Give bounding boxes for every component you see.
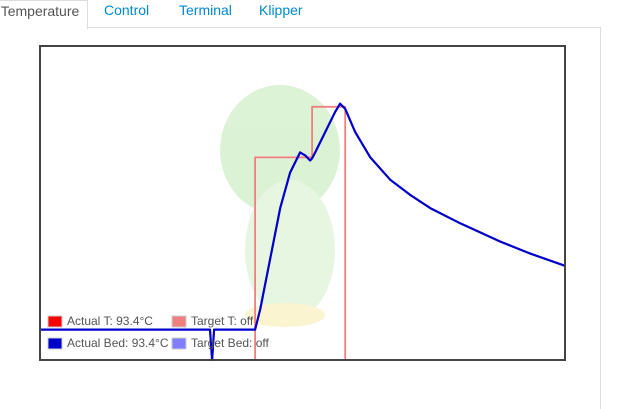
watermark — [220, 85, 340, 327]
legend-swatch — [47, 337, 63, 350]
legend-label: Actual Bed: 93.4°C — [67, 336, 169, 350]
panel-border — [600, 27, 601, 409]
tab[interactable]: Temperature — [0, 0, 88, 29]
legend-label: Actual T: 93.4°C — [67, 314, 153, 328]
series-line — [40, 102, 566, 362]
tab[interactable]: Klipper — [259, 2, 303, 18]
tab-border — [87, 27, 600, 28]
legend-label: Target Bed: off — [191, 336, 269, 350]
tab[interactable]: Terminal — [179, 2, 232, 18]
plot-border — [39, 45, 566, 361]
legend-swatch — [171, 315, 187, 328]
legend-swatch — [171, 337, 187, 350]
legend-label: Target T: off — [191, 314, 254, 328]
legend-swatch — [47, 315, 63, 328]
tab[interactable]: Control — [104, 2, 150, 18]
